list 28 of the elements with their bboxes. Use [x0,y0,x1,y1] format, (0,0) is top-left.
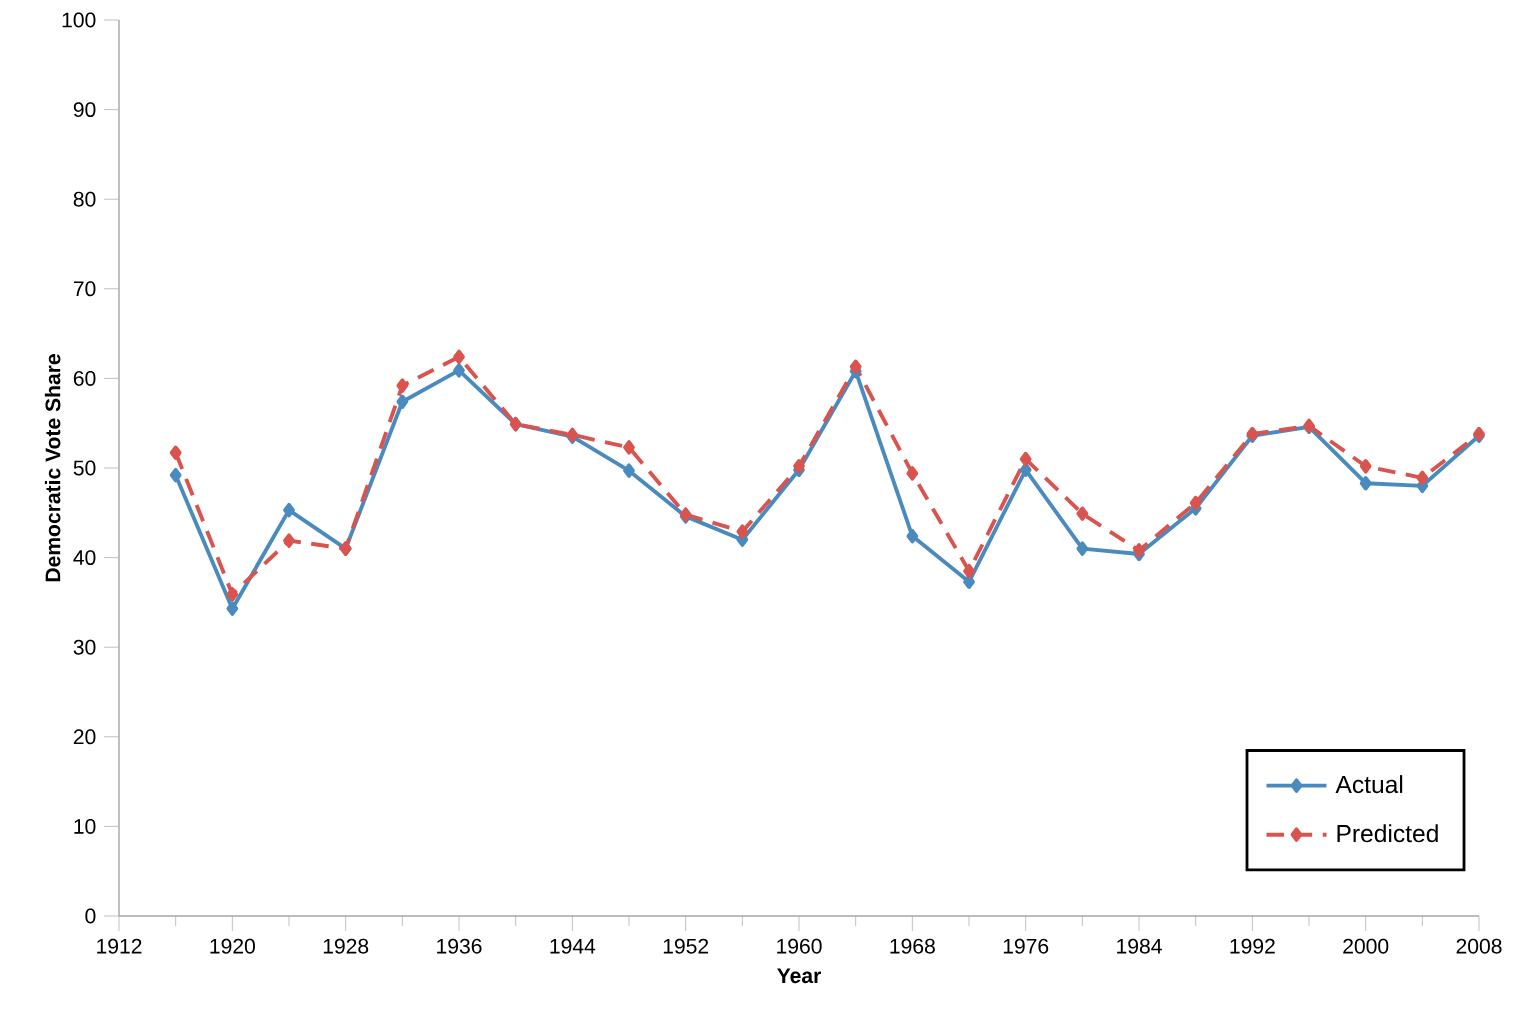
legend-label: Actual [1335,775,1403,794]
y-tick-label: 20 [73,729,96,745]
x-tick-label: 1968 [890,938,935,954]
x-tick-label: 1944 [550,938,596,954]
x-tick-label: 2008 [1456,938,1502,954]
x-tick-label: 1936 [437,938,482,954]
y-tick-label: 0 [85,908,96,924]
y-tick-label: 60 [73,370,96,386]
y-tick-label: 10 [74,818,96,834]
y-tick-label: 80 [73,191,96,207]
x-tick-label: 1984 [1117,938,1162,954]
y-tick-label: 100 [62,12,96,28]
x-tick-label: 2000 [1343,938,1389,954]
legend-label: Predicted [1337,824,1438,843]
y-tick-label: 90 [73,102,96,118]
x-tick-label: 1928 [323,938,369,954]
x-tick-label: 1976 [1003,938,1049,954]
y-tick-label: 30 [73,639,96,655]
y-tick-label: 40 [73,550,96,566]
y-tick-label: 50 [73,460,96,476]
x-tick-label: 1920 [210,938,255,954]
x-axis-title: Year [777,968,821,984]
y-tick-label: 70 [73,281,96,297]
x-tick-label: 1912 [97,938,142,954]
x-tick-label: 1960 [777,938,822,954]
x-tick-label: 1952 [663,938,709,954]
y-axis-title: Democratic Vote Share [44,354,61,582]
x-tick-label: 1992 [1230,938,1275,954]
